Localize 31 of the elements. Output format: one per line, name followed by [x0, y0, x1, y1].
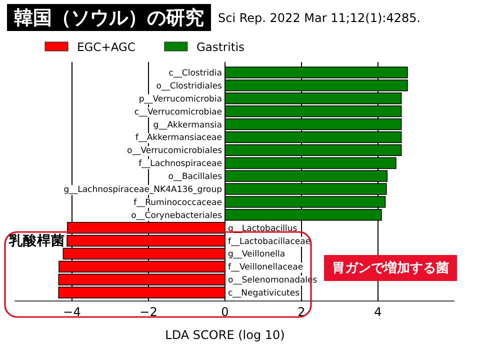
y-tick-label: f__Ruminococcaceae: [134, 198, 222, 208]
x-axis-title: LDA SCORE (log 10): [165, 328, 285, 342]
y-tick-label: g__Lactobacillus: [228, 224, 298, 234]
text: Sci Rep. 2022 Mar 11;12(1):4285.: [218, 11, 421, 25]
y-tick-label: f__Veillonellaceae: [228, 262, 304, 273]
x-tick-label: 4: [374, 305, 382, 319]
y-tick-label: f__Akkermansiaceae: [135, 133, 222, 144]
y-tick-label: c__Verrucomicrobiae: [134, 107, 222, 118]
y-tick-label: g__Veillonella: [228, 250, 286, 260]
annotation: 乳酸桿菌: [8, 233, 65, 249]
note: 胃ガンで増加する菌: [324, 255, 457, 281]
x-tick-label: 0: [221, 305, 229, 319]
chart-title: 韓国（ソウル）の研究: [14, 7, 204, 29]
y-tick-label: c__Clostridia: [168, 68, 222, 78]
y-tick-label: c__Negativicutes: [228, 288, 300, 299]
annotation: 胃ガンで増加する菌: [332, 260, 449, 276]
y-tick-label: o__Corynebacteriales: [131, 210, 223, 221]
y-tick-label: o__Bacillales: [168, 172, 223, 182]
x-tick-label: −2: [140, 305, 158, 319]
y-tick-label: f__Lachnospiraceae: [138, 159, 222, 170]
y-tick-label: f__Lactobacillaceae: [228, 236, 311, 247]
legend-label: Gastritis: [196, 40, 245, 54]
y-tick-label: o__Verrucomicrobiales: [127, 146, 223, 156]
title: 韓国（ソウル）の研究: [7, 4, 211, 31]
y-tick-label: g__Akkermansia: [153, 120, 222, 130]
y-tick-label: g__Lachnospiraceae_NK4A136_group: [64, 184, 222, 195]
x-tick-label: 2: [298, 305, 306, 319]
legend-label: EGC+AGC: [77, 40, 136, 54]
x-tick-label: −4: [63, 305, 81, 319]
y-tick-label: o__Clostridiales: [156, 81, 223, 92]
y-tick-label: p__Verrucomicrobia: [138, 94, 222, 104]
